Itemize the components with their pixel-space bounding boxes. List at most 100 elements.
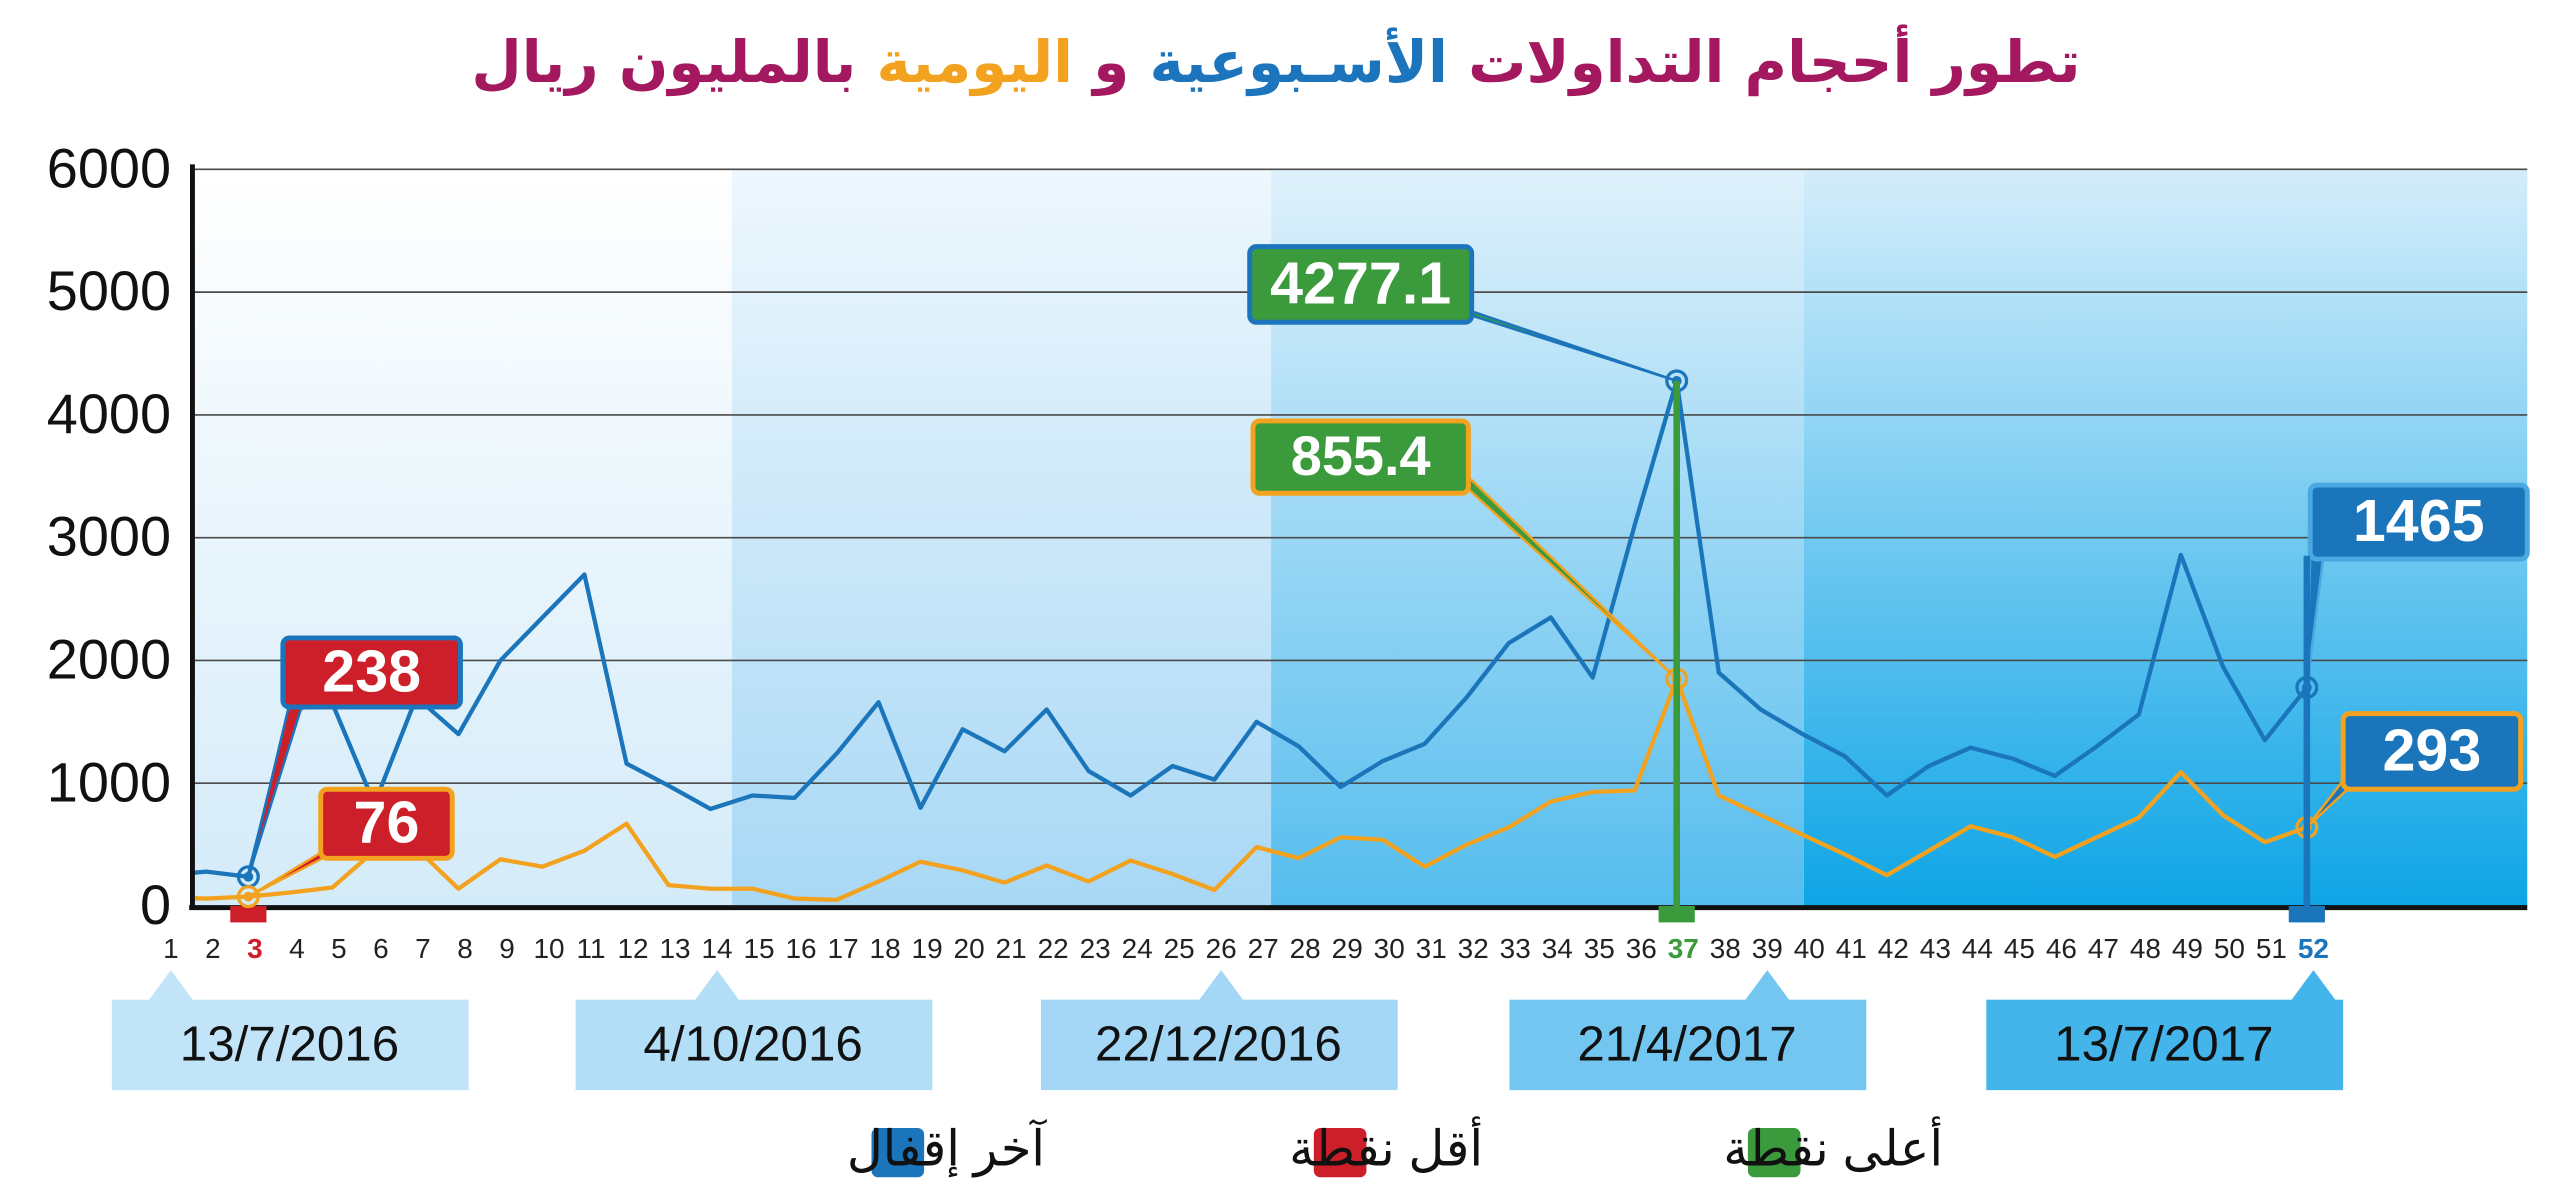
- x-tick-label: 25: [1164, 933, 1195, 964]
- annotation-label: 293: [2383, 716, 2482, 783]
- annotation-box: [280, 635, 463, 710]
- y-tick-label: 2000: [47, 627, 171, 690]
- date-box: [1986, 999, 2344, 1091]
- x-tick-label: 48: [2130, 933, 2161, 964]
- chart-title: تطور أحجام التداولات الأسـبوعية و اليومي…: [0, 28, 2552, 96]
- x-tick-label: 11: [577, 933, 606, 964]
- title-part: و: [1093, 28, 1130, 96]
- x-tick-label: 39: [1752, 933, 1783, 964]
- x-tick-label: 22: [1038, 933, 1069, 964]
- annotation-label: 76: [354, 789, 420, 856]
- y-tick-label: 4000: [47, 382, 171, 445]
- x-tick-label: 37: [1668, 933, 1699, 964]
- date-label: 4/10/2016: [643, 1016, 862, 1071]
- x-tick-label: 16: [786, 933, 817, 964]
- date-label: 21/4/2017: [1577, 1016, 1796, 1071]
- x-tick-label: 15: [744, 933, 775, 964]
- series-line: [192, 676, 2308, 903]
- annotation-box: [318, 786, 455, 861]
- legend-label: أقل نقطة: [1289, 1117, 1483, 1177]
- highlight-marker: [230, 905, 267, 923]
- x-tick-label: 24: [1122, 933, 1153, 964]
- x-tick-label: 1: [163, 933, 179, 964]
- annotation-box: [1247, 244, 1475, 325]
- title-part: اليومية: [876, 28, 1073, 96]
- x-tick-label: 6: [373, 933, 389, 964]
- y-tick-label: 5000: [47, 259, 171, 322]
- x-tick-label: 30: [1374, 933, 1405, 964]
- x-tick-label: 45: [2004, 933, 2035, 964]
- x-tick-label: 50: [2214, 933, 2245, 964]
- x-tick-label: 44: [1962, 933, 1993, 964]
- x-tick-label: 9: [499, 933, 515, 964]
- x-tick-label: 21: [996, 933, 1027, 964]
- date-pointer: [694, 970, 741, 1002]
- x-tick-label: 12: [617, 933, 648, 964]
- date-pointer: [147, 970, 194, 1002]
- x-tick-label: 47: [2088, 933, 2119, 964]
- annotation-box: [1250, 418, 1471, 496]
- x-tick-label: 49: [2172, 933, 2203, 964]
- date-box: [1509, 999, 1867, 1091]
- x-tick-label: 20: [954, 933, 985, 964]
- x-tick-label: 5: [331, 933, 347, 964]
- x-tick-label: 3: [247, 933, 263, 964]
- x-tick-label: 31: [1416, 933, 1447, 964]
- date-box: [1040, 999, 1398, 1091]
- date-label: 13/7/2017: [2054, 1016, 2273, 1071]
- y-tick-label: 0: [140, 873, 171, 936]
- x-tick-label: 8: [457, 933, 473, 964]
- x-tick-label: 35: [1584, 933, 1615, 964]
- legend-label: أعلى نقطة: [1723, 1117, 1943, 1177]
- x-tick-label: 26: [1206, 933, 1237, 964]
- legend-swatch: [1747, 1127, 1801, 1178]
- highlight-point: [236, 885, 260, 909]
- y-tick-label: 3000: [47, 505, 171, 568]
- x-tick-label: 42: [1878, 933, 1909, 964]
- x-tick-label: 4: [289, 933, 305, 964]
- x-tick-label: 40: [1794, 933, 1825, 964]
- annotation-label: 4277.1: [1270, 249, 1451, 316]
- legend-swatch: [871, 1127, 925, 1178]
- legend-label: آخر إقفال: [847, 1119, 1047, 1179]
- x-tick-label: 27: [1248, 933, 1279, 964]
- x-tick-label: 32: [1458, 933, 1489, 964]
- annotation-box: [2307, 482, 2530, 562]
- x-tick-label: 33: [1500, 933, 1531, 964]
- title-part: الأسـبوعية: [1149, 28, 1448, 96]
- x-tick-label: 43: [1920, 933, 1951, 964]
- annotation-label: 855.4: [1291, 424, 1431, 487]
- annotation-label: 238: [322, 637, 421, 704]
- series-line: [192, 378, 2309, 879]
- x-tick-label: 7: [415, 933, 431, 964]
- date-pointer: [1198, 970, 1245, 1002]
- x-tick-label: 29: [1332, 933, 1363, 964]
- x-tick-label: 23: [1080, 933, 1111, 964]
- x-tick-label: 19: [912, 933, 943, 964]
- x-tick-label: 34: [1542, 933, 1573, 964]
- x-tick-label: 14: [702, 933, 733, 964]
- y-tick-label: 6000: [47, 136, 171, 199]
- x-tick-label: 38: [1710, 933, 1741, 964]
- title-part: بالمليون ريال: [471, 28, 857, 96]
- highlight-point-dot: [243, 871, 254, 882]
- x-tick-label: 2: [205, 933, 221, 964]
- legend-swatch: [1313, 1127, 1367, 1178]
- y-tick-label: 1000: [47, 750, 171, 813]
- x-tick-label: 17: [828, 933, 859, 964]
- annotation-label: 1465: [2353, 487, 2485, 554]
- highlight-marker: [1658, 905, 1695, 923]
- date-pointer: [2290, 970, 2337, 1002]
- x-tick-label: 18: [870, 933, 901, 964]
- highlight-marker: [2288, 905, 2325, 923]
- series-layer: [192, 378, 2309, 903]
- date-box: [111, 999, 469, 1091]
- x-tick-label: 51: [2256, 933, 2287, 964]
- x-tick-label: 13: [659, 933, 690, 964]
- date-pointer: [1744, 970, 1791, 1002]
- highlight-point-dot: [243, 891, 254, 902]
- date-label: 13/7/2016: [180, 1016, 399, 1071]
